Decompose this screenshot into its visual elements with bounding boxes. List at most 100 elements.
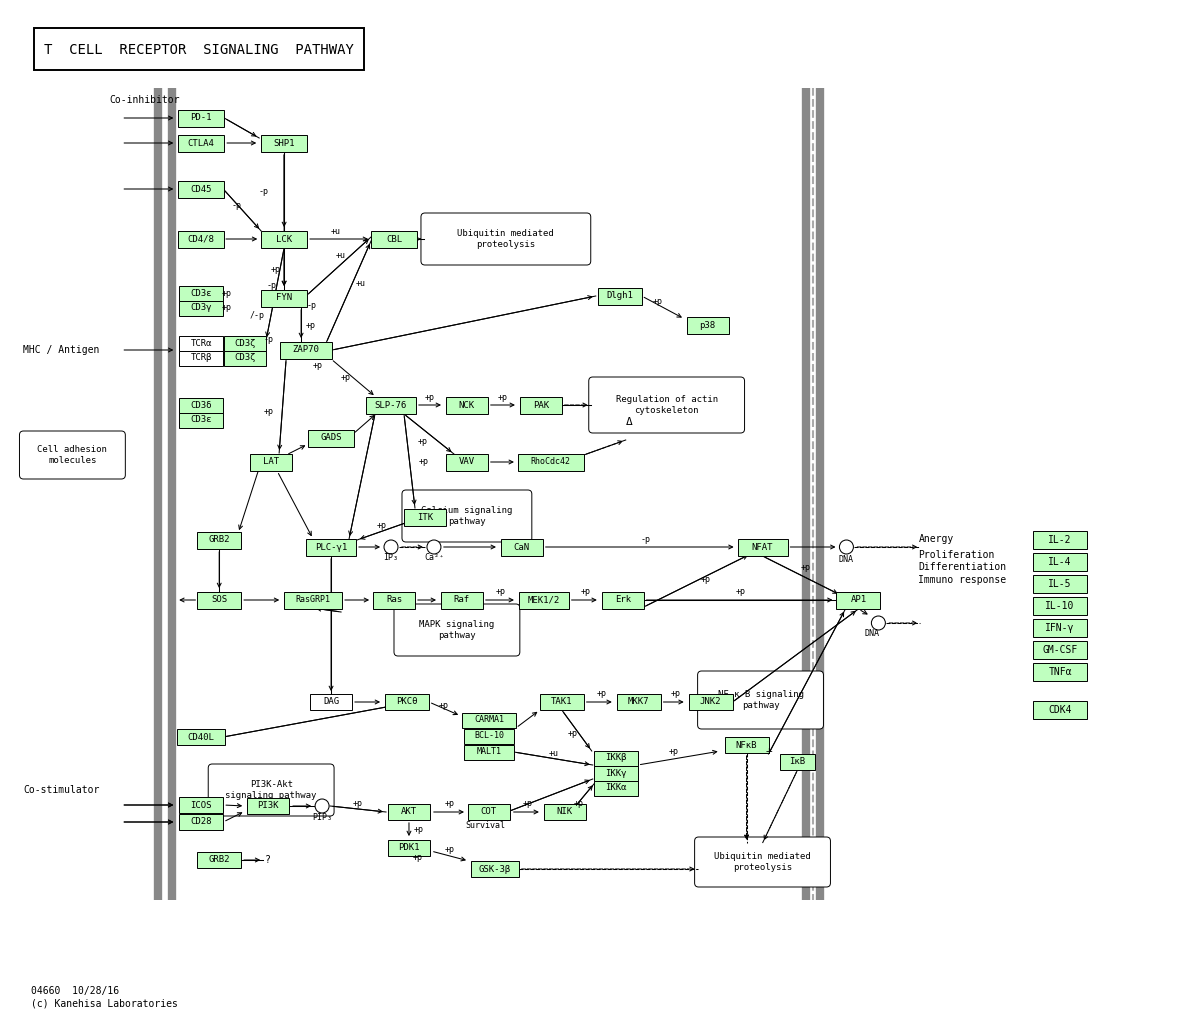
Text: +p: +p (597, 690, 607, 698)
Text: MEK1/2: MEK1/2 (528, 595, 560, 604)
Text: +u: +u (336, 252, 347, 260)
Text: CD3ζ: CD3ζ (234, 354, 256, 363)
Text: PDK1: PDK1 (398, 844, 420, 852)
FancyBboxPatch shape (698, 671, 824, 729)
FancyBboxPatch shape (34, 28, 364, 70)
Text: +p: +p (497, 393, 508, 402)
Text: CD28: CD28 (190, 817, 212, 827)
FancyBboxPatch shape (540, 694, 584, 710)
Circle shape (839, 540, 853, 554)
FancyBboxPatch shape (179, 398, 223, 412)
Text: PD-1: PD-1 (190, 113, 212, 122)
FancyBboxPatch shape (179, 335, 223, 351)
Text: CD4/8: CD4/8 (188, 234, 215, 244)
Text: +p: +p (221, 289, 231, 297)
FancyBboxPatch shape (594, 766, 637, 780)
Text: +p: +p (418, 438, 429, 446)
FancyBboxPatch shape (1033, 641, 1087, 659)
Text: JNK2: JNK2 (700, 698, 722, 706)
Text: +p: +p (567, 729, 578, 737)
FancyBboxPatch shape (372, 230, 417, 248)
Text: +p: +p (522, 800, 533, 808)
FancyBboxPatch shape (1033, 575, 1087, 593)
Text: PI3K: PI3K (258, 802, 279, 810)
Text: NCK: NCK (459, 401, 475, 409)
Text: +p: +p (265, 407, 274, 416)
Text: CBL: CBL (386, 234, 402, 244)
Circle shape (871, 616, 886, 630)
Text: DNA: DNA (865, 629, 880, 638)
FancyBboxPatch shape (462, 712, 516, 728)
Text: CaN: CaN (514, 543, 529, 551)
Text: GADS: GADS (320, 434, 342, 442)
Text: +p: +p (671, 690, 680, 698)
FancyBboxPatch shape (468, 804, 510, 820)
Text: TCRα: TCRα (190, 338, 212, 347)
FancyBboxPatch shape (1033, 553, 1087, 571)
Text: p38: p38 (699, 321, 716, 330)
FancyBboxPatch shape (594, 780, 637, 796)
FancyBboxPatch shape (388, 804, 430, 820)
FancyBboxPatch shape (197, 852, 241, 868)
FancyBboxPatch shape (224, 351, 266, 366)
FancyBboxPatch shape (178, 135, 224, 151)
Text: CARMA1: CARMA1 (474, 715, 503, 725)
Text: NFκB: NFκB (736, 740, 757, 749)
FancyBboxPatch shape (208, 764, 334, 816)
FancyBboxPatch shape (373, 591, 415, 609)
Text: TNFα: TNFα (1048, 667, 1072, 677)
Text: CTLA4: CTLA4 (188, 139, 215, 147)
FancyBboxPatch shape (780, 754, 815, 770)
FancyBboxPatch shape (306, 539, 356, 555)
Text: Erk: Erk (615, 595, 630, 604)
Text: FYN: FYN (277, 294, 292, 302)
Text: NF-κ B signaling
pathway: NF-κ B signaling pathway (717, 690, 804, 709)
Text: +p: +p (425, 393, 434, 402)
Text: +p: +p (736, 587, 745, 596)
Text: +p: +p (668, 747, 679, 757)
FancyBboxPatch shape (446, 397, 488, 413)
Text: CD3ζ: CD3ζ (234, 338, 256, 347)
Text: GRB2: GRB2 (209, 855, 230, 865)
Text: +: + (766, 746, 772, 756)
FancyBboxPatch shape (1033, 663, 1087, 681)
FancyBboxPatch shape (179, 814, 223, 830)
FancyBboxPatch shape (440, 591, 483, 609)
Text: IL-10: IL-10 (1046, 601, 1075, 611)
Text: MAPK signaling
pathway: MAPK signaling pathway (419, 620, 495, 639)
FancyBboxPatch shape (602, 591, 643, 609)
Text: +u: +u (356, 280, 366, 289)
Text: +p: +p (800, 562, 811, 572)
FancyBboxPatch shape (388, 840, 430, 856)
Text: T  CELL  RECEPTOR  SIGNALING  PATHWAY: T CELL RECEPTOR SIGNALING PATHWAY (44, 43, 354, 57)
Text: +p: +p (221, 303, 231, 313)
Text: AP1: AP1 (850, 595, 867, 604)
Text: Raf: Raf (453, 595, 470, 604)
FancyBboxPatch shape (464, 744, 514, 760)
FancyBboxPatch shape (1033, 619, 1087, 637)
FancyBboxPatch shape (309, 430, 354, 446)
FancyBboxPatch shape (178, 230, 224, 248)
Text: SOS: SOS (211, 595, 227, 604)
Text: Calcium signaling
pathway: Calcium signaling pathway (421, 507, 513, 525)
Text: +p: +p (313, 362, 323, 370)
Text: AKT: AKT (401, 808, 417, 816)
Text: Ca²⁺: Ca²⁺ (424, 553, 444, 562)
Text: PIP₃: PIP₃ (312, 813, 332, 822)
Text: GRB2: GRB2 (209, 536, 230, 545)
Text: CD3δ: CD3δ (190, 401, 212, 409)
Text: ?: ? (265, 855, 271, 865)
Text: LCK: LCK (277, 234, 292, 244)
Text: ICOS: ICOS (190, 801, 212, 809)
Text: /-p: /-p (249, 311, 265, 321)
FancyBboxPatch shape (19, 431, 126, 479)
Text: CD3ε: CD3ε (190, 289, 212, 297)
Text: TAK1: TAK1 (551, 698, 572, 706)
FancyBboxPatch shape (446, 453, 488, 471)
Text: NFAT: NFAT (751, 543, 773, 551)
FancyBboxPatch shape (261, 230, 307, 248)
FancyBboxPatch shape (179, 286, 223, 300)
FancyBboxPatch shape (197, 531, 241, 549)
Text: Survival: Survival (465, 821, 504, 831)
FancyBboxPatch shape (598, 288, 642, 304)
